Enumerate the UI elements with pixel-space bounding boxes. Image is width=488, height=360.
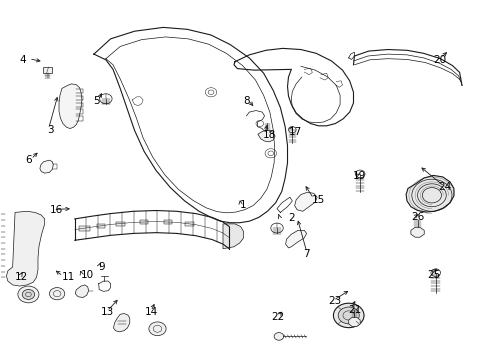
Text: 10: 10 bbox=[81, 270, 94, 280]
Polygon shape bbox=[6, 211, 44, 286]
Text: 12: 12 bbox=[14, 272, 27, 282]
Polygon shape bbox=[257, 130, 275, 142]
Polygon shape bbox=[223, 224, 243, 249]
Text: 25: 25 bbox=[427, 270, 440, 280]
Polygon shape bbox=[294, 192, 317, 211]
Text: 22: 22 bbox=[271, 312, 284, 322]
Text: 17: 17 bbox=[288, 127, 301, 136]
Polygon shape bbox=[40, 160, 53, 173]
Bar bbox=[79, 226, 89, 231]
Text: 6: 6 bbox=[25, 155, 32, 165]
Text: 18: 18 bbox=[263, 130, 276, 140]
Circle shape bbox=[338, 307, 359, 324]
Text: 4: 4 bbox=[19, 55, 26, 65]
Text: 14: 14 bbox=[144, 307, 158, 317]
Text: 11: 11 bbox=[61, 272, 75, 282]
Text: 3: 3 bbox=[47, 125, 54, 135]
Polygon shape bbox=[285, 230, 306, 248]
Text: 13: 13 bbox=[101, 307, 114, 317]
Text: 19: 19 bbox=[352, 171, 365, 181]
Polygon shape bbox=[75, 285, 88, 297]
Circle shape bbox=[333, 303, 363, 328]
Text: 2: 2 bbox=[288, 213, 294, 222]
Bar bbox=[140, 220, 148, 224]
Text: 21: 21 bbox=[347, 305, 360, 315]
Text: 7: 7 bbox=[303, 248, 309, 258]
Bar bbox=[163, 220, 172, 224]
Bar bbox=[97, 224, 105, 228]
Text: 9: 9 bbox=[98, 262, 104, 272]
Circle shape bbox=[148, 322, 166, 336]
Polygon shape bbox=[348, 318, 360, 327]
Text: 26: 26 bbox=[410, 212, 424, 221]
Bar bbox=[116, 221, 124, 226]
Circle shape bbox=[274, 333, 283, 340]
Text: 24: 24 bbox=[438, 182, 451, 192]
Text: 8: 8 bbox=[243, 96, 250, 106]
Text: 5: 5 bbox=[93, 96, 100, 106]
Text: 23: 23 bbox=[328, 296, 341, 306]
Bar bbox=[42, 67, 52, 73]
Polygon shape bbox=[113, 314, 129, 332]
Polygon shape bbox=[59, 84, 82, 129]
Polygon shape bbox=[410, 227, 424, 237]
Circle shape bbox=[22, 289, 35, 300]
Text: 1: 1 bbox=[239, 200, 246, 210]
Circle shape bbox=[49, 288, 64, 300]
Text: 16: 16 bbox=[49, 206, 62, 216]
Text: 15: 15 bbox=[311, 195, 325, 205]
Text: 20: 20 bbox=[433, 55, 446, 65]
Bar bbox=[185, 222, 193, 226]
Circle shape bbox=[18, 286, 39, 303]
Polygon shape bbox=[405, 175, 453, 212]
